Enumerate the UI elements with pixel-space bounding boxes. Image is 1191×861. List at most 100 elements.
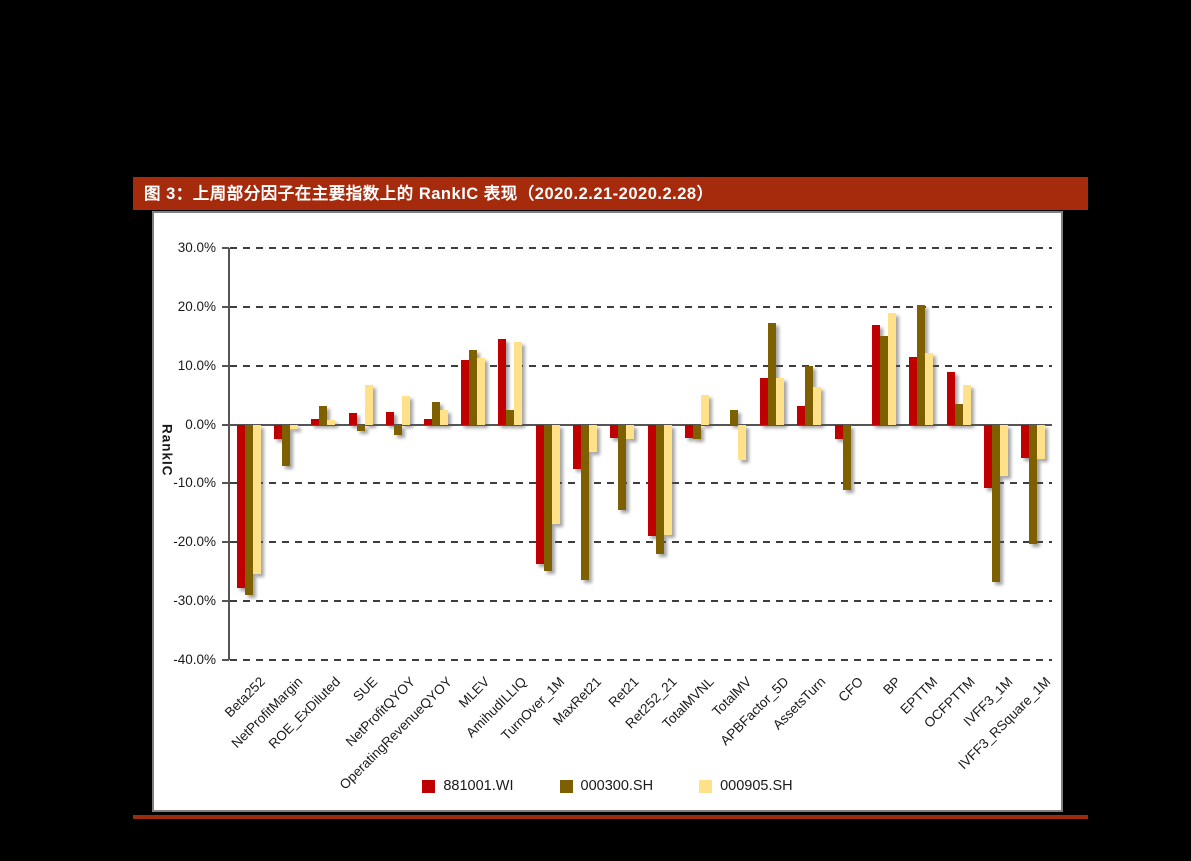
bar-881001.WI-SUE [348, 412, 357, 425]
bar-000300.SH-APBFactor_5D [767, 323, 776, 425]
bar-881001.WI-Beta252 [236, 424, 245, 588]
bar-881001.WI-NetProfitQYOY [386, 412, 395, 425]
gridline [230, 541, 1052, 544]
bar-881001.WI-IVFF3_RSquare_1M [1021, 424, 1030, 458]
bar-881001.WI-OperatingRevenueQYOY [423, 418, 432, 425]
legend-label: 000905.SH [720, 778, 793, 794]
bar-000300.SH-OCFPTTM [954, 403, 963, 425]
bar-000905.SH-OCFPTTM [962, 385, 971, 425]
bar-000300.SH-ROE_ExDiluted [319, 406, 328, 425]
bar-000300.SH-Ret252_21 [655, 424, 664, 555]
bar-000905.SH-APBFactor_5D [775, 378, 784, 425]
bar-000905.SH-TotalMV [738, 424, 747, 460]
bar-881001.WI-IVFF3_1M [983, 424, 992, 489]
bar-881001.WI-AssetsTurn [797, 406, 806, 425]
gridline [230, 482, 1052, 485]
bar-000300.SH-NetProfitQYOY [394, 424, 403, 436]
gridline [230, 364, 1052, 367]
bar-000905.SH-MLEV [476, 358, 485, 425]
bar-000300.SH-TurnOver_1M [543, 424, 552, 572]
bar-000905.SH-NetProfitMargin [290, 424, 299, 430]
legend-swatch [699, 779, 713, 793]
chart-legend: 881001.WI 000300.SH 000905.SH [154, 778, 1061, 794]
figure-title: 图 3：上周部分因子在主要指数上的 RankIC 表现（2020.2.21-20… [144, 185, 714, 203]
bar-000300.SH-BP [879, 335, 888, 425]
bar-881001.WI-CFO [834, 424, 843, 440]
bar-000905.SH-TurnOver_1M [551, 424, 560, 525]
bar-000300.SH-MLEV [468, 349, 477, 425]
bar-000905.SH-TotalMVNL [701, 395, 710, 425]
bar-000300.SH-CFO [842, 424, 851, 491]
bar-000905.SH-AmihudILLIQ [514, 342, 523, 425]
y-axis-tick [222, 600, 229, 603]
bar-000905.SH-ROE_ExDiluted [327, 420, 336, 425]
y-axis-title: RankIC [159, 423, 175, 477]
gridline [230, 305, 1052, 308]
bar-000905.SH-IVFF3_RSquare_1M [1037, 424, 1046, 459]
bar-881001.WI-EPTTM [909, 356, 918, 425]
bar-000300.SH-EPTTM [917, 304, 926, 425]
y-tick-label: 30.0% [177, 240, 216, 255]
bar-881001.WI-MaxRet21 [572, 424, 581, 469]
bar-881001.WI-OCFPTTM [946, 371, 955, 425]
bar-881001.WI-MLEV [460, 359, 469, 425]
bar-000300.SH-TotalMVNL [693, 424, 702, 440]
y-tick-label: 10.0% [177, 357, 216, 373]
legend-label: 881001.WI [443, 778, 514, 794]
y-axis-tick [222, 541, 229, 544]
bar-000905.SH-BP [887, 312, 896, 425]
bar-881001.WI-Ret21 [610, 424, 619, 439]
bar-881001.WI-ROE_ExDiluted [311, 418, 320, 425]
legend-swatch [422, 779, 436, 793]
bar-881001.WI-Ret252_21 [647, 424, 656, 537]
legend-item-881001.WI: 881001.WI [422, 778, 514, 794]
bar-881001.WI-TurnOver_1M [535, 424, 544, 565]
y-tick-label: -40.0% [173, 652, 216, 667]
bar-000905.SH-Beta252 [252, 424, 261, 575]
x-tick-label: SUE [350, 674, 381, 705]
y-axis-tick [222, 247, 229, 249]
bar-000300.SH-Beta252 [244, 424, 253, 595]
legend-label: 000300.SH [580, 778, 654, 794]
bar-000905.SH-IVFF3_1M [999, 424, 1008, 476]
bar-000300.SH-AmihudILLIQ [506, 409, 515, 425]
bar-000300.SH-AssetsTurn [805, 366, 814, 425]
bar-000905.SH-OperatingRevenueQYOY [439, 410, 448, 425]
y-axis-line [228, 248, 230, 660]
bar-000905.SH-Ret21 [626, 424, 635, 439]
legend-swatch [559, 779, 573, 793]
gridline [230, 247, 1052, 249]
y-axis-tick [222, 364, 229, 367]
y-tick-label: -20.0% [173, 534, 216, 550]
gridline [230, 600, 1052, 603]
bar-881001.WI-APBFactor_5D [759, 378, 768, 425]
figure-title-bar: 图 3：上周部分因子在主要指数上的 RankIC 表现（2020.2.21-20… [133, 177, 1088, 210]
y-axis-tick [222, 659, 229, 661]
zero-gridline [230, 423, 1052, 426]
bar-000905.SH-EPTTM [925, 353, 934, 425]
bar-000300.SH-SUE [356, 424, 365, 432]
y-axis-tick [222, 482, 229, 485]
y-tick-label: 20.0% [177, 298, 216, 314]
y-tick-label: -10.0% [173, 475, 216, 491]
y-tick-label: -30.0% [173, 593, 216, 609]
y-axis-tick [222, 305, 229, 308]
x-tick-label: BP [880, 674, 904, 698]
bar-881001.WI-BP [871, 324, 880, 425]
legend-item-000905.SH: 000905.SH [699, 778, 793, 794]
x-tick-label: CFO [835, 674, 867, 705]
y-tick-label: 0.0% [185, 416, 216, 432]
gridline [230, 659, 1052, 661]
bar-000300.SH-OperatingRevenueQYOY [431, 401, 440, 425]
footer-rule [133, 815, 1088, 819]
bar-881001.WI-NetProfitMargin [274, 424, 283, 440]
bar-881001.WI-AmihudILLIQ [498, 339, 507, 425]
bar-000905.SH-MaxRet21 [588, 424, 597, 452]
bar-000300.SH-Ret21 [618, 424, 627, 510]
bar-000905.SH-AssetsTurn [813, 387, 822, 425]
bar-881001.WI-TotalMVNL [685, 424, 694, 439]
bar-000905.SH-NetProfitQYOY [402, 395, 411, 425]
bar-000905.SH-Ret252_21 [663, 424, 672, 535]
legend-item-000300.SH: 000300.SH [559, 778, 654, 794]
bar-000300.SH-MaxRet21 [580, 424, 589, 580]
